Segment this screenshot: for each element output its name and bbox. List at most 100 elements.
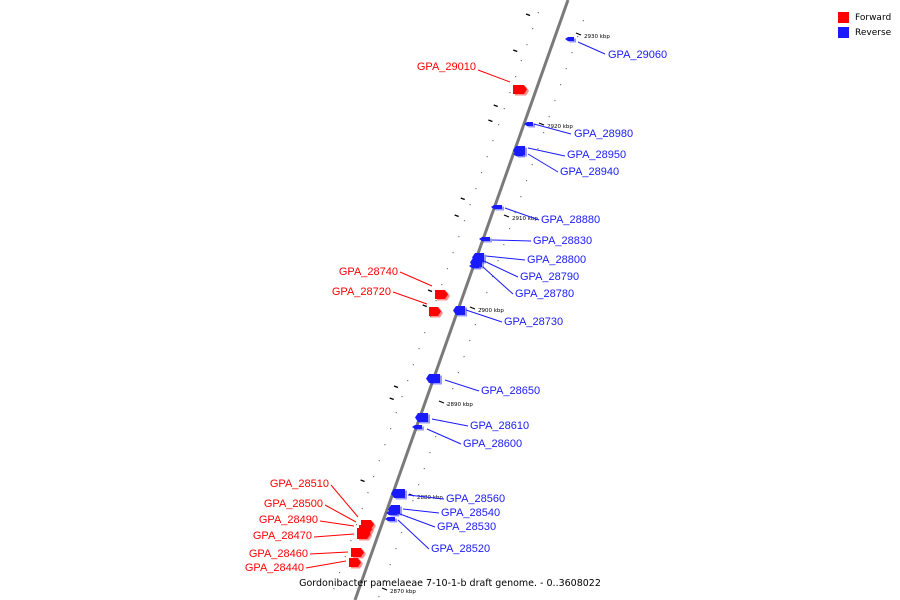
gene-leader-line [313,533,355,538]
gene-label: GPA_28490 [259,514,318,526]
kbp-tick-label: 2910 kbp [512,216,538,222]
gene-leader-line [407,494,445,500]
dash-mark [360,479,365,483]
minor-tick-right [497,260,499,262]
minor-tick-left [463,220,466,222]
genome-axis [353,0,570,600]
gene-label: GPA_28940 [560,166,619,178]
gene-leader-line [482,266,514,295]
minor-tick-left [395,412,397,414]
minor-tick-left [418,348,420,350]
minor-tick-left [480,172,483,174]
dash-mark [389,397,394,401]
gene-leader-line [444,379,480,392]
minor-tick-left [435,300,437,302]
minor-tick-left [378,460,380,462]
minor-tick-right [554,100,556,102]
minor-tick-right [542,132,545,134]
kbp-tick-mark [538,122,545,126]
minor-tick-right [429,452,431,454]
minor-tick-right [463,356,465,358]
dash-mark [525,13,531,17]
minor-tick-left [355,524,358,526]
minor-tick-left [497,124,500,126]
legend-reverse-label: Reverse [855,27,892,38]
gene-label: GPA_28780 [515,288,574,300]
minor-tick-right [503,244,505,246]
gene-label: GPA_28510 [270,478,329,490]
gene-leader-line [309,551,349,555]
gene-label: GPA_28720 [332,286,391,298]
minor-tick-left [429,316,432,318]
minor-tick-left [407,380,409,382]
gene-label: GPA_28610 [470,420,529,432]
minor-tick-right [457,372,459,374]
minor-tick-right [469,340,471,342]
gene-label: GPA_28740 [339,266,398,278]
minor-tick-right [565,68,567,70]
gene-glyph [524,122,533,126]
dash-mark [454,214,459,218]
legend-forward: Forward [838,10,891,25]
gene-label: GPA_29060 [608,49,667,61]
gene-glyph [351,548,364,557]
gene-leader-line [431,418,469,427]
gene-glyph [412,425,422,429]
minor-tick-right [577,36,579,38]
minor-tick-left [537,12,539,14]
minor-tick-right [514,212,516,214]
gene-glyph [513,152,523,156]
gene-label: GPA_28830 [533,235,592,247]
gene-glyph [453,306,465,315]
minor-tick-left [503,108,505,110]
dash-mark [493,104,498,108]
dash-mark [427,289,433,293]
gene-glyph [391,489,405,498]
gene-leader-line [504,207,540,221]
minor-tick-left [338,572,341,574]
gene-glyph [429,307,441,316]
gene-label: GPA_28470 [253,530,312,542]
minor-tick-right [412,500,414,502]
minor-tick-right [474,324,477,326]
gene-glyph [357,530,370,539]
minor-tick-right [400,532,403,534]
minor-tick-left [412,364,414,366]
gene-leader-line [533,123,572,135]
kbp-tick-label: 2880 kbp [417,495,443,501]
minor-tick-left [344,556,346,558]
minor-tick-right [395,548,397,550]
minor-tick-right [520,196,522,198]
kbp-tick-label: 2870 kbp [390,589,416,595]
gene-glyph [469,264,479,268]
minor-tick-right [537,148,539,150]
dash-mark [488,119,493,123]
gene-label: GPA_28540 [441,507,500,519]
gene-leader-line [477,69,511,83]
minor-tick-left [486,156,488,158]
legend-forward-label: Forward [855,12,892,23]
kbp-tick-label: 2890 kbp [447,402,473,408]
gene-leader-line [319,520,355,527]
reverse-swatch [838,27,849,38]
minor-tick-right [525,180,528,182]
minor-tick-left [384,444,386,446]
minor-tick-left [532,28,534,30]
minor-tick-left [350,540,352,542]
gene-label: GPA_28790 [520,271,579,283]
dash-mark [460,197,465,201]
minor-tick-left [446,268,449,270]
minor-tick-right [571,52,573,54]
gene-label: GPA_28650 [481,385,540,397]
gene-glyph [386,511,397,515]
kbp-tick-label: 2900 kbp [478,308,504,314]
gene-glyph [349,558,361,567]
gene-label: GPA_28600 [463,438,522,450]
dash-mark [513,49,518,53]
minor-tick-left [515,76,517,78]
minor-tick-right [480,308,482,310]
gene-leader-line [465,309,503,323]
gene-leader-line [399,513,436,528]
